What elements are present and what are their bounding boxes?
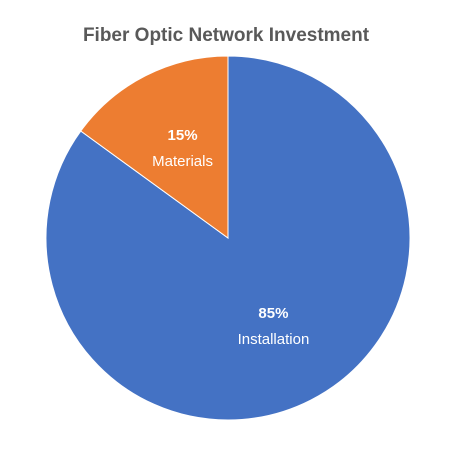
pie-slice bbox=[80, 55, 229, 239]
slice-category-label: Materials bbox=[152, 153, 213, 170]
slice-value-label: 15% bbox=[168, 127, 198, 144]
slice-value-label: 85% bbox=[258, 305, 288, 322]
chart-title: Fiber Optic Network Investment bbox=[83, 25, 370, 46]
slice-category-label: Installation bbox=[238, 331, 310, 348]
